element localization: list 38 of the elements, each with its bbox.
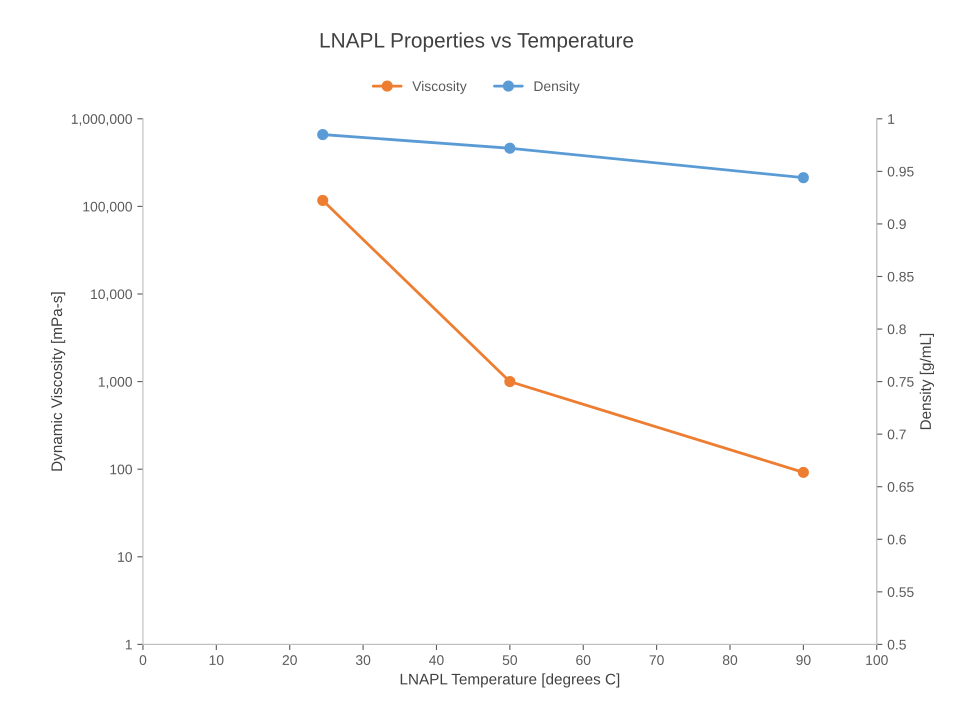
y2-tick-label: 0.5 xyxy=(888,640,906,650)
y-axis-title: Dynamic Viscosity [mPa-s] xyxy=(50,292,66,471)
y2-tick-label: 0.65 xyxy=(888,482,914,492)
legend-label: Density xyxy=(534,80,580,94)
y2-axis-title: Density [g/mL] xyxy=(920,334,934,430)
x-tick-label: 90 xyxy=(796,655,811,666)
x-tick-label: 70 xyxy=(650,655,664,666)
x-tick-label: 50 xyxy=(502,655,518,666)
y2-tick-label: 0.85 xyxy=(888,272,914,282)
y2-tick-label: 0.9 xyxy=(888,219,906,230)
chart-title: LNAPL Properties vs Temperature xyxy=(320,32,634,52)
x-tick-label: 40 xyxy=(429,655,444,666)
y2-tick-label: 1 xyxy=(888,114,894,124)
legend-label: Viscosity xyxy=(412,80,467,94)
y2-tick-label: 0.6 xyxy=(888,534,906,544)
y-tick-label: 10 xyxy=(118,552,132,562)
y2-tick-label: 0.55 xyxy=(888,587,914,598)
x-tick-label: 10 xyxy=(210,655,224,666)
y2-tick-label: 0.8 xyxy=(888,324,906,334)
y2-tick-label: 0.75 xyxy=(888,376,914,387)
y-tick-label: 100,000 xyxy=(83,202,132,214)
y-tick-label: 1,000 xyxy=(98,376,132,388)
x-tick-label: 80 xyxy=(722,655,738,666)
y-tick-label: 100 xyxy=(110,464,132,474)
point xyxy=(504,376,516,388)
x-tick-label: 30 xyxy=(356,655,370,666)
y-tick-label: 1 xyxy=(126,640,132,650)
y-tick-label: 10,000 xyxy=(91,289,132,301)
point xyxy=(798,466,809,478)
y2-tick-label: 0.7 xyxy=(888,429,906,440)
x-tick-label: 60 xyxy=(576,655,590,666)
x-tick-label: 20 xyxy=(282,655,297,666)
y-tick-label: 1,000,000 xyxy=(72,114,132,126)
y2-tick-label: 0.95 xyxy=(888,166,914,177)
point xyxy=(317,194,328,206)
x-axis-title: LNAPL Temperature [degrees C] xyxy=(400,673,620,688)
x-tick-label: 0 xyxy=(140,655,146,666)
x-tick-label: 100 xyxy=(866,655,888,666)
